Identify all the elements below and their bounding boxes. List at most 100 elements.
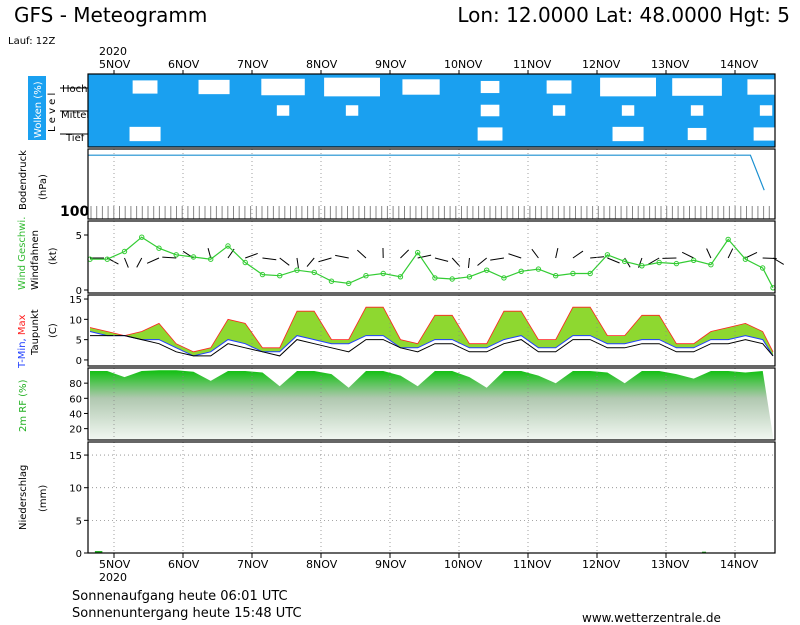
wind-point	[483, 267, 490, 273]
y-tick-label: 15	[69, 451, 82, 462]
day-label-top: 8NOV	[306, 58, 338, 71]
cloud-gap	[324, 77, 380, 97]
cloud-gap	[477, 127, 503, 141]
y-tick-label: 10	[69, 484, 82, 495]
wind-barb	[727, 248, 734, 259]
wind-barb	[572, 250, 584, 259]
wind-point	[518, 268, 524, 274]
wind-y-ticks: 05	[76, 231, 88, 297]
wind-barb	[162, 256, 177, 259]
humidity-area	[90, 370, 773, 440]
wind-point	[432, 275, 438, 281]
temp-axis-label-min: T-Min,	[17, 338, 28, 369]
day-label-bottom: 11NOV	[513, 558, 552, 571]
wind-barb	[124, 257, 129, 268]
day-label-bottom: 6NOV	[168, 558, 200, 571]
day-label-bottom: 10NOV	[444, 558, 483, 571]
wind-barb	[400, 249, 410, 259]
precip-bars	[94, 551, 707, 553]
wind-barb	[335, 254, 349, 259]
wind-point	[397, 274, 404, 280]
wind-point	[656, 259, 662, 266]
day-label-bottom: 13NOV	[651, 558, 690, 571]
wind-point	[311, 269, 317, 276]
day-label-top: 13NOV	[651, 58, 690, 71]
year-label-bottom: 2020	[99, 571, 127, 584]
cloud-gap	[132, 80, 158, 94]
wind-point	[173, 252, 179, 258]
wind-point	[673, 260, 680, 267]
wind-point	[242, 259, 248, 266]
wind-point	[328, 278, 335, 284]
wind-barb	[245, 252, 258, 259]
header-title: GFS - Meteogramm	[14, 3, 207, 27]
wind-unit-label: (kt)	[48, 247, 59, 265]
wind-barb	[434, 257, 449, 262]
cloud-gap	[687, 127, 707, 141]
temp-range-fill	[90, 307, 773, 356]
wind-panel: Wind Geschwi. Windfahnen (kt) 05	[17, 217, 784, 297]
cloud-gap	[747, 79, 785, 95]
wind-barb	[638, 257, 643, 268]
header-run: Lauf: 12Z	[8, 36, 55, 47]
wind-barb	[745, 251, 758, 259]
wind-barb	[207, 248, 212, 259]
wind-point	[552, 273, 559, 279]
wind-speed-line	[90, 236, 774, 289]
day-label-top: 14NOV	[720, 58, 759, 71]
y-tick-label: 5	[76, 516, 82, 527]
precip-bar	[98, 551, 103, 553]
bottom-day-labels: 5NOV 6NOV 7NOV 8NOV 9NOV 10NOV 11NOV 12NOV 13NOV…	[99, 558, 759, 571]
wind-point	[121, 248, 128, 255]
precip-bar	[94, 551, 99, 553]
wind-point	[690, 257, 697, 263]
wind-point	[742, 256, 749, 262]
wind-point	[535, 266, 542, 272]
precip-unit-label: (mm)	[38, 485, 49, 512]
day-label-bottom: 8NOV	[306, 558, 338, 571]
cloud-gap	[600, 77, 656, 97]
wind-point	[759, 265, 766, 271]
day-label-top: 5NOV	[99, 58, 131, 71]
precip-y-ticks: 0 5 10 15	[69, 451, 88, 560]
wind-barb	[279, 257, 290, 266]
cloud-gap	[480, 104, 500, 117]
wind-point	[466, 274, 473, 280]
y-tick-label: 80	[69, 379, 82, 390]
y-tick-label: 0	[76, 286, 82, 297]
wind-point	[380, 270, 386, 277]
cloud-blobs	[129, 77, 785, 142]
wind-point	[363, 273, 369, 279]
wind-point	[604, 252, 611, 258]
wind-point	[449, 276, 455, 282]
day-label-bottom: 5NOV	[99, 558, 131, 571]
cloud-gap	[621, 105, 635, 116]
day-gridlines	[88, 149, 775, 553]
y-tick-label: 60	[69, 394, 82, 405]
cloud-level-mid: Mittel	[61, 110, 89, 121]
wind-axis-label-2: Windfahnen	[30, 230, 41, 290]
panel-frame	[87, 220, 776, 294]
day-label-top: 9NOV	[375, 58, 407, 71]
cloud-gap	[672, 78, 722, 96]
cloud-gap	[546, 80, 572, 94]
wind-point	[415, 249, 421, 256]
wind-point	[621, 258, 628, 265]
day-label-bottom: 14NOV	[720, 558, 759, 571]
panel-frame	[87, 148, 776, 220]
year-label-top: 2020	[99, 45, 127, 58]
temp-max-line	[89, 306, 774, 353]
pressure-panel: Bodendruck (hPa) 100	[18, 150, 770, 220]
humidity-panel: 2m RF (%) 20 40 60 80	[18, 370, 773, 440]
wind-point	[725, 236, 731, 243]
panel-frame	[87, 294, 776, 367]
pressure-line	[88, 154, 765, 191]
day-label-bottom: 7NOV	[237, 558, 269, 571]
wind-barb	[467, 257, 470, 269]
temperature-panel: T-Min, Max Taupunkt (C) 0 5 10 15	[17, 295, 774, 369]
wind-point	[139, 234, 145, 240]
cloud-level-high: Hoch	[62, 84, 87, 95]
y-tick-label: 5	[76, 231, 82, 242]
dewpoint-line	[90, 335, 774, 357]
